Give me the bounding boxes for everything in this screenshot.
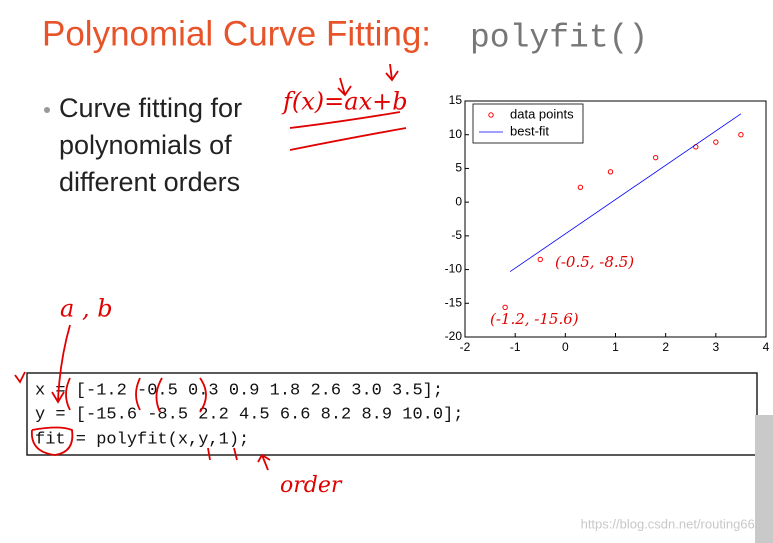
- legend-swatch: [488, 112, 494, 118]
- y-tick-label: -20: [445, 329, 463, 343]
- ticks: [207, 447, 271, 471]
- legend-label: data points: [510, 106, 574, 121]
- handwritten-note: (-0.5, -8.5): [555, 253, 634, 271]
- watermark: https://blog.csdn.net/routing666: [581, 516, 762, 531]
- legend-box: [472, 103, 584, 144]
- arrow: [51, 324, 71, 404]
- handwritten-note: f(x)=ax+b: [281, 88, 408, 116]
- arrow: [337, 77, 352, 97]
- data-point: [537, 256, 543, 263]
- title: Polynomial Curve Fitting:: [42, 14, 431, 53]
- data-point: [713, 139, 719, 145]
- data-point: [738, 132, 744, 138]
- x-tick-label: 3: [712, 340, 719, 354]
- x-tick-label: 2: [662, 340, 669, 354]
- bracket: [65, 377, 71, 411]
- x-tick-label: -1: [510, 340, 521, 354]
- y-tick-label: -10: [445, 262, 463, 276]
- y-tick-label: -15: [445, 295, 463, 309]
- data-point: [652, 154, 659, 161]
- code-line: fit = polyfit(x,y,1);: [35, 430, 249, 449]
- bullet-line: different orders: [59, 167, 240, 197]
- bracket: [155, 377, 163, 413]
- underline: [289, 111, 401, 129]
- y-tick-label: 15: [449, 93, 463, 107]
- y-tick-label: 10: [449, 127, 463, 141]
- handwritten-note: a , b: [60, 295, 113, 323]
- side-thumbnail: [755, 415, 773, 543]
- code-box: [26, 372, 758, 456]
- data-point: [577, 184, 584, 191]
- handwritten-note: (-1.2, -15.6): [490, 310, 579, 328]
- bracket: [135, 377, 141, 411]
- title-code: polyfit(): [470, 20, 648, 57]
- data-point: [607, 169, 614, 175]
- code-line: y = [-15.6 -8.5 2.2 4.5 6.6 8.2 8.9 10.0…: [35, 405, 463, 424]
- bullet-dot: [44, 107, 50, 113]
- x-tick-label: 1: [612, 340, 619, 354]
- data-point: [502, 304, 508, 311]
- check: [14, 371, 26, 384]
- y-tick-label: -5: [451, 228, 462, 242]
- bracket: [199, 377, 207, 413]
- bullet-line: polynomials of: [59, 130, 232, 160]
- code-line: x = [-1.2 -0.5 0.3 0.9 1.8 2.6 3.0 3.5];: [35, 381, 443, 400]
- y-tick-label: 5: [455, 161, 462, 175]
- legend-label: best-fit: [510, 123, 549, 138]
- circle: [31, 426, 74, 456]
- x-tick-label: 0: [562, 340, 569, 354]
- bullet-line: Curve fitting for: [59, 93, 242, 123]
- handwriting-strokes: [14, 63, 407, 471]
- handwritten-note: order: [280, 473, 343, 498]
- x-tick-label: 4: [763, 340, 770, 354]
- x-tick-label: -2: [460, 340, 471, 354]
- fit-line: [509, 113, 742, 272]
- arrow: [385, 63, 399, 82]
- y-tick-label: 0: [455, 194, 462, 208]
- underline: [289, 127, 407, 151]
